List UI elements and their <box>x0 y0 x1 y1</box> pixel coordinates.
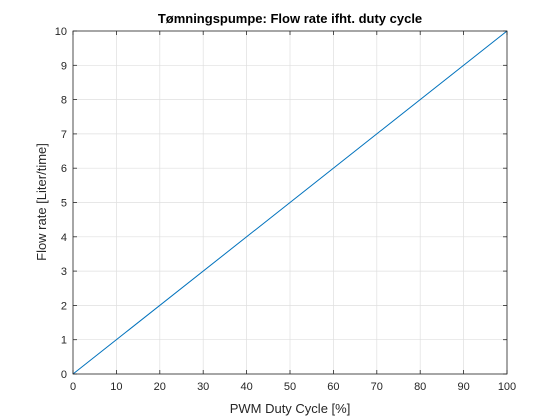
y-tick-label: 2 <box>61 300 67 312</box>
series-line <box>72 30 508 375</box>
y-tick-label: 6 <box>61 163 67 175</box>
y-axis-label: Flow rate [Liter/time] <box>34 143 49 261</box>
y-tick-label: 10 <box>55 26 67 38</box>
y-tick-label: 8 <box>61 95 67 107</box>
chart-title: Tømningspumpe: Flow rate ifht. duty cycl… <box>158 11 422 26</box>
x-tick-label: 100 <box>498 381 516 393</box>
x-axis-label: PWM Duty Cycle [%] <box>230 401 351 416</box>
y-tick-label: 0 <box>61 369 67 381</box>
x-tick-label: 70 <box>371 381 383 393</box>
x-tick-label: 80 <box>414 381 426 393</box>
y-tick-label: 7 <box>61 129 67 141</box>
x-tick-label: 30 <box>197 381 209 393</box>
y-tick-labels: 0 1 2 3 4 5 6 7 8 9 10 <box>55 26 67 381</box>
y-tick-label: 3 <box>61 266 67 278</box>
y-tick-label: 9 <box>61 60 67 72</box>
x-tick-label: 50 <box>284 381 296 393</box>
y-tick-label: 4 <box>61 232 67 244</box>
x-tick-label: 20 <box>154 381 166 393</box>
y-tick-label: 5 <box>61 198 67 210</box>
x-tick-label: 10 <box>110 381 122 393</box>
x-tick-label: 60 <box>327 381 339 393</box>
x-tick-label: 40 <box>240 381 252 393</box>
x-tick-label: 0 <box>70 381 76 393</box>
x-tick-labels: 0 10 20 30 40 50 60 70 80 90 100 <box>70 381 516 393</box>
series-layer <box>72 30 508 375</box>
x-tick-label: 90 <box>457 381 469 393</box>
y-tick-label: 1 <box>61 335 67 347</box>
tick-marks <box>72 30 508 375</box>
